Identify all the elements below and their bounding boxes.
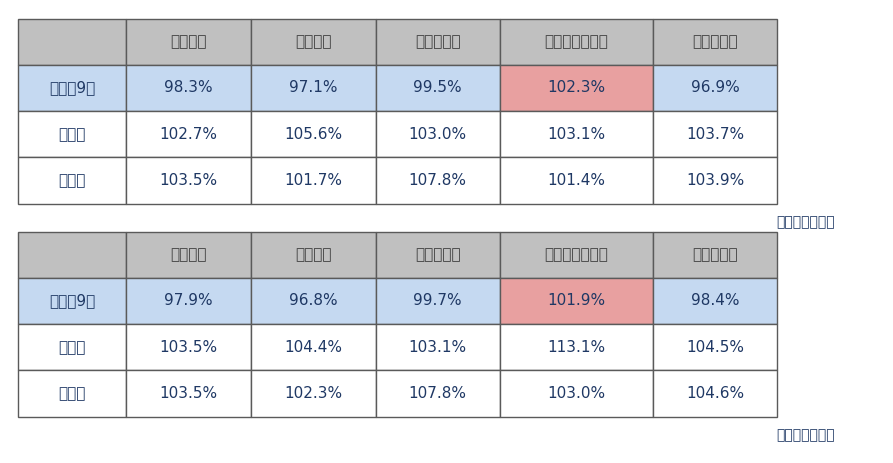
Text: 113.1%: 113.1%	[547, 340, 605, 355]
Text: 107.8%: 107.8%	[409, 386, 467, 401]
Bar	[376, 111, 500, 157]
Text: シングル: シングル	[171, 34, 207, 49]
Bar	[500, 65, 653, 111]
Bar	[251, 65, 376, 111]
Text: 東京都: 東京都	[58, 340, 86, 355]
Bar	[376, 324, 500, 370]
Text: 101.9%: 101.9%	[547, 294, 605, 308]
Bar	[251, 157, 376, 204]
Bar	[251, 324, 376, 370]
Text: 全ての物件: 全ての物件	[692, 34, 738, 49]
Text: 都市土9県: 都市土9県	[49, 294, 96, 308]
Bar	[127, 65, 251, 111]
Text: 103.7%: 103.7%	[686, 127, 744, 142]
Text: 98.4%: 98.4%	[691, 294, 739, 308]
Text: ファミリー: ファミリー	[415, 34, 461, 49]
Text: 102.3%: 102.3%	[284, 386, 342, 401]
Bar	[127, 232, 251, 278]
Bar	[653, 370, 778, 417]
Text: 103.9%: 103.9%	[686, 173, 744, 188]
Text: 平均賃料昨対比: 平均賃料昨対比	[776, 215, 835, 229]
Bar	[127, 157, 251, 204]
Text: 103.0%: 103.0%	[547, 386, 605, 401]
Text: 96.8%: 96.8%	[289, 294, 338, 308]
Text: 都市土9県: 都市土9県	[49, 81, 96, 95]
Bar	[376, 370, 500, 417]
Bar	[251, 278, 376, 324]
Bar	[251, 232, 376, 278]
Text: 107.8%: 107.8%	[409, 173, 467, 188]
Text: 101.7%: 101.7%	[284, 173, 342, 188]
Bar	[18, 278, 127, 324]
Text: 104.6%: 104.6%	[686, 386, 744, 401]
Text: シングル: シングル	[171, 247, 207, 262]
Bar	[18, 19, 127, 65]
Bar	[653, 65, 778, 111]
Text: ファミリー: ファミリー	[415, 247, 461, 262]
Text: 103.5%: 103.5%	[160, 173, 218, 188]
Bar	[18, 232, 127, 278]
Text: 福岡県: 福岡県	[58, 173, 86, 188]
Bar	[653, 111, 778, 157]
Text: 東京都: 東京都	[58, 127, 86, 142]
Bar	[500, 111, 653, 157]
Bar	[500, 232, 653, 278]
Bar	[127, 111, 251, 157]
Bar	[18, 65, 127, 111]
Bar	[500, 157, 653, 204]
Bar	[500, 370, 653, 417]
Text: 96.9%: 96.9%	[690, 81, 739, 95]
Text: 大型ファミリー: 大型ファミリー	[545, 34, 608, 49]
Bar	[376, 65, 500, 111]
Bar	[18, 157, 127, 204]
Bar	[18, 324, 127, 370]
Bar	[18, 370, 127, 417]
Bar	[653, 324, 778, 370]
Text: 102.7%: 102.7%	[160, 127, 218, 142]
Text: 平米単価昨対比: 平米単価昨対比	[776, 428, 835, 442]
Text: 105.6%: 105.6%	[284, 127, 342, 142]
Bar	[127, 278, 251, 324]
Text: 103.5%: 103.5%	[160, 340, 218, 355]
Bar	[653, 157, 778, 204]
Bar	[376, 232, 500, 278]
Bar	[127, 370, 251, 417]
Text: 102.3%: 102.3%	[547, 81, 605, 95]
Bar	[500, 19, 653, 65]
Bar	[127, 19, 251, 65]
Bar	[376, 157, 500, 204]
Text: カップル: カップル	[295, 34, 331, 49]
Text: 99.7%: 99.7%	[413, 294, 462, 308]
Text: 99.5%: 99.5%	[413, 81, 462, 95]
Bar	[251, 370, 376, 417]
Bar	[251, 111, 376, 157]
Text: 全ての物件: 全ての物件	[692, 247, 738, 262]
Text: 大型ファミリー: 大型ファミリー	[545, 247, 608, 262]
Text: 101.4%: 101.4%	[547, 173, 605, 188]
Text: 98.3%: 98.3%	[164, 81, 213, 95]
Text: 104.5%: 104.5%	[686, 340, 744, 355]
Bar	[653, 19, 778, 65]
Text: 103.0%: 103.0%	[409, 127, 467, 142]
Bar	[653, 232, 778, 278]
Text: 福岡県: 福岡県	[58, 386, 86, 401]
Bar	[127, 324, 251, 370]
Bar	[18, 111, 127, 157]
Text: 104.4%: 104.4%	[284, 340, 342, 355]
Bar	[251, 19, 376, 65]
Text: 97.9%: 97.9%	[164, 294, 213, 308]
Text: 97.1%: 97.1%	[289, 81, 338, 95]
Text: 103.1%: 103.1%	[547, 127, 605, 142]
Bar	[500, 324, 653, 370]
Bar	[376, 278, 500, 324]
Bar	[653, 278, 778, 324]
Bar	[500, 278, 653, 324]
Text: 103.1%: 103.1%	[409, 340, 467, 355]
Bar	[376, 19, 500, 65]
Text: 103.5%: 103.5%	[160, 386, 218, 401]
Text: カップル: カップル	[295, 247, 331, 262]
